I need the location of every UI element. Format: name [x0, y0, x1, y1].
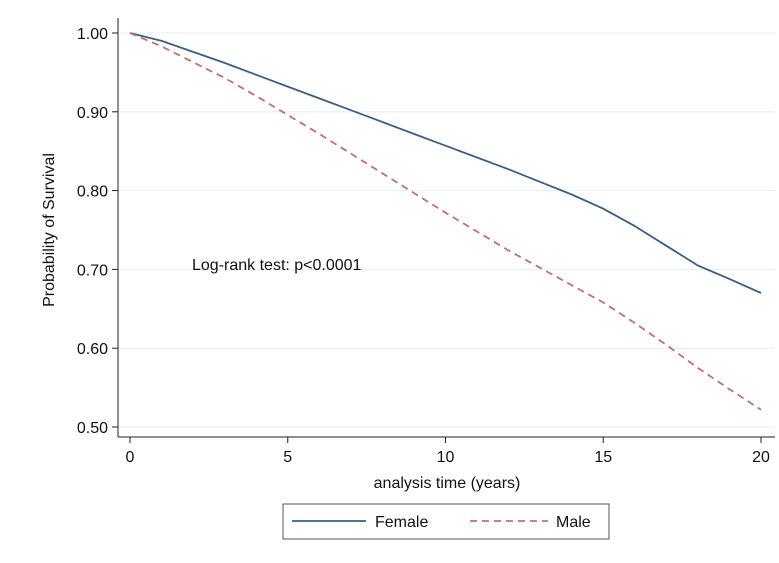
x-axis-title: analysis time (years) — [374, 475, 521, 492]
legend: Female Male — [282, 503, 610, 540]
y-tick-label: 0.90 — [77, 105, 108, 122]
y-tick-label: 0.50 — [77, 420, 108, 437]
y-tick-label: 0.70 — [77, 262, 108, 279]
y-axis-title: Probability of Survival — [41, 153, 58, 307]
x-tick-label: 5 — [283, 449, 292, 466]
x-tick-label: 20 — [752, 449, 770, 466]
x-tick-label: 15 — [594, 449, 612, 466]
y-tick-label: 0.80 — [77, 184, 108, 201]
axes — [112, 18, 775, 443]
legend-label-male: Male — [556, 514, 591, 531]
x-tick-label: 10 — [437, 449, 455, 466]
legend-box — [282, 503, 610, 540]
series-lines — [129, 32, 762, 411]
series-line-female — [129, 32, 762, 294]
tick-labels: 0.50 0.60 0.70 0.80 0.90 1.00 0 5 10 15 20 — [77, 26, 770, 466]
legend-label-female: Female — [375, 514, 428, 531]
series-line-male — [129, 32, 762, 411]
y-tick-label: 1.00 — [77, 26, 108, 43]
x-tick-label: 0 — [126, 449, 135, 466]
log-rank-annotation: Log-rank test: p<0.0001 — [192, 257, 362, 274]
y-tick-label: 0.60 — [77, 341, 108, 358]
grid-lines — [118, 32, 775, 428]
